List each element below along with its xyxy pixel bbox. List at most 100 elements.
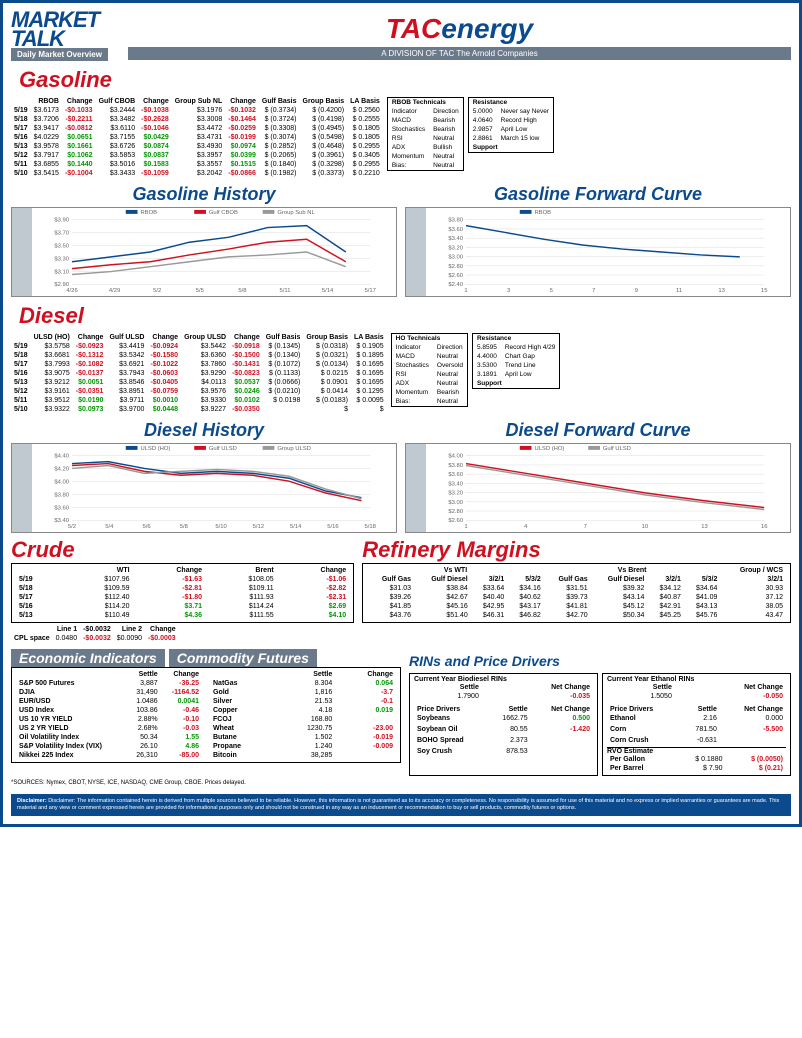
svg-text:$3.40: $3.40 bbox=[448, 482, 463, 488]
sources-note: *SOURCES: Nymex, CBOT, NYSE, ICE, NASDAQ… bbox=[11, 780, 791, 786]
gasoline-forward-chart: RBOB$2.40$2.60$2.80$3.00$3.20$3.40$3.60$… bbox=[405, 207, 791, 297]
svg-text:7: 7 bbox=[584, 524, 587, 530]
svg-text:$3.60: $3.60 bbox=[54, 506, 69, 512]
support-label: Support bbox=[472, 379, 559, 389]
table-row: 5/11$3.6855$0.1440$3.5016$0.1583$3.3557$… bbox=[11, 160, 383, 169]
svg-text:ULSD (HO): ULSD (HO) bbox=[140, 446, 170, 452]
svg-text:7: 7 bbox=[592, 288, 595, 294]
svg-text:13: 13 bbox=[701, 524, 708, 530]
logo-talk: TALK bbox=[11, 30, 108, 49]
svg-text:5/6: 5/6 bbox=[142, 524, 150, 530]
table-row: 5/18$3.6681-$0.1312$3.5342-$0.1580$3.636… bbox=[11, 351, 387, 360]
svg-text:$3.60: $3.60 bbox=[448, 473, 463, 479]
table-row: 5/17$3.9417-$0.0812$3.6110-$0.1046$3.447… bbox=[11, 124, 383, 133]
svg-text:$4.40: $4.40 bbox=[54, 454, 69, 460]
rbob-technicals: RBOB Technicals IndicatorDirectionMACDBe… bbox=[387, 97, 464, 171]
header: MARKET TALK Daily Market Overview TACene… bbox=[11, 11, 791, 61]
svg-text:13: 13 bbox=[718, 288, 725, 294]
commodity-futures-table: SettleChange NatGas8.3040.064Gold1,816-3… bbox=[210, 670, 396, 760]
gasoline-table: RBOBChangeGulf CBOBChangeGroup Sub NLCha… bbox=[11, 97, 383, 178]
svg-text:10: 10 bbox=[642, 524, 649, 530]
refinery-box: Vs WTIVs BrentGroup / WCS Gulf GasGulf D… bbox=[362, 563, 791, 623]
ho-technicals: HO Technicals IndicatorDirectionMACDNeut… bbox=[391, 333, 468, 407]
svg-text:$3.00: $3.00 bbox=[448, 255, 463, 261]
svg-text:RBOB: RBOB bbox=[140, 210, 157, 216]
svg-text:$3.50: $3.50 bbox=[54, 244, 69, 250]
svg-text:$3.70: $3.70 bbox=[54, 231, 69, 237]
tac-t: TAC bbox=[386, 13, 441, 44]
disclaimer: Disclaimer: Disclaimer: The information … bbox=[11, 794, 791, 815]
table-row: 5/12$3.9161-$0.0351$3.8951-$0.0759$3.957… bbox=[11, 387, 387, 396]
table-row: 5/18$3.7206-$0.2211$3.3482-$0.2628$3.300… bbox=[11, 115, 383, 124]
svg-text:$3.60: $3.60 bbox=[448, 227, 463, 233]
svg-text:5/4: 5/4 bbox=[105, 524, 114, 530]
svg-text:$2.60: $2.60 bbox=[448, 519, 463, 525]
econ-box: SettleChange S&P 500 Futures3,887-36.25D… bbox=[11, 667, 401, 763]
rins-title: RINs and Price Drivers bbox=[409, 653, 791, 669]
econ-indicators-table: SettleChange S&P 500 Futures3,887-36.25D… bbox=[16, 670, 202, 760]
svg-text:ULSD (HO): ULSD (HO) bbox=[534, 446, 564, 452]
svg-text:5/8: 5/8 bbox=[238, 288, 246, 294]
table-row: 5/16$3.9075-$0.0137$3.7943-$0.0603$3.929… bbox=[11, 369, 387, 378]
table-row: 5/10$3.9322$0.0973$3.9700$0.0448$3.9227-… bbox=[11, 405, 387, 414]
refinery-title: Refinery Margins bbox=[362, 537, 791, 563]
svg-text:$3.00: $3.00 bbox=[448, 500, 463, 506]
svg-text:$2.80: $2.80 bbox=[448, 509, 463, 515]
svg-text:5/5: 5/5 bbox=[196, 288, 205, 294]
econ-title: Economic Indicators bbox=[11, 649, 165, 667]
table-row: 5/12$3.7917$0.1062$3.5853$0.0837$3.3957$… bbox=[11, 151, 383, 160]
diesel-history-title: Diesel History bbox=[11, 420, 397, 441]
svg-text:$4.00: $4.00 bbox=[448, 454, 463, 460]
diesel-forward-chart: ULSD (HO) Gulf ULSD $2.60 $2.80 $3.00 $3.20 $3… bbox=[405, 443, 791, 533]
svg-text:RBOB: RBOB bbox=[534, 210, 551, 216]
svg-text:5/11: 5/11 bbox=[280, 288, 291, 294]
ethanol-rins-box: Current Year Ethanol RINs SettleNet Chan… bbox=[602, 673, 791, 776]
svg-text:$2.60: $2.60 bbox=[448, 273, 463, 279]
svg-text:5/2: 5/2 bbox=[153, 288, 161, 294]
svg-text:$4.00: $4.00 bbox=[54, 480, 69, 486]
gasoline-forward-title: Gasoline Forward Curve bbox=[405, 184, 791, 205]
table-row: 5/17$3.7993-$0.1082$3.6921-$0.1022$3.786… bbox=[11, 360, 387, 369]
svg-text:$3.80: $3.80 bbox=[54, 493, 69, 499]
svg-text:1: 1 bbox=[464, 524, 467, 530]
svg-text:9: 9 bbox=[635, 288, 638, 294]
svg-text:5/16: 5/16 bbox=[327, 524, 338, 530]
gasoline-history-chart: RBOBGulf CBOBGroup Sub NL$2.90$3.10$3.30… bbox=[11, 207, 397, 297]
diesel-title: Diesel bbox=[19, 303, 791, 329]
svg-text:5/8: 5/8 bbox=[180, 524, 188, 530]
table-row: 5/11$3.9512$0.0190$3.9711$0.0010$3.9330$… bbox=[11, 396, 387, 405]
svg-text:5/12: 5/12 bbox=[253, 524, 264, 530]
tac-energy: energy bbox=[441, 13, 533, 44]
svg-text:5/14: 5/14 bbox=[290, 524, 302, 530]
resistance-label: Resistance bbox=[468, 98, 553, 108]
svg-text:Group Sub NL: Group Sub NL bbox=[277, 210, 315, 216]
svg-text:5/2: 5/2 bbox=[68, 524, 76, 530]
svg-text:Gulf ULSD: Gulf ULSD bbox=[603, 446, 631, 452]
tech-title: RBOB Technicals bbox=[387, 98, 463, 108]
svg-text:5/10: 5/10 bbox=[215, 524, 227, 530]
svg-text:$3.80: $3.80 bbox=[448, 463, 463, 469]
svg-text:$3.80: $3.80 bbox=[448, 218, 463, 224]
svg-text:$3.20: $3.20 bbox=[448, 491, 463, 497]
svg-text:$2.80: $2.80 bbox=[448, 264, 463, 270]
gasoline-history-title: Gasoline History bbox=[11, 184, 397, 205]
svg-text:Gulf ULSD: Gulf ULSD bbox=[209, 446, 237, 452]
svg-text:$3.40: $3.40 bbox=[448, 237, 463, 243]
diesel-forward-title: Diesel Forward Curve bbox=[405, 420, 791, 441]
svg-text:11: 11 bbox=[676, 288, 682, 294]
commodity-title: Commodity Futures bbox=[169, 649, 317, 667]
svg-text:1: 1 bbox=[464, 288, 467, 294]
diesel-table: ULSD (HO)ChangeGulf ULSDChangeGroup ULSD… bbox=[11, 333, 387, 414]
svg-text:$3.90: $3.90 bbox=[54, 218, 69, 224]
svg-text:Gulf CBOB: Gulf CBOB bbox=[209, 210, 238, 216]
tech-title: HO Technicals bbox=[391, 334, 467, 344]
svg-text:Group ULSD: Group ULSD bbox=[277, 446, 311, 452]
svg-text:3: 3 bbox=[507, 288, 510, 294]
table-row: 5/16$4.0229$0.0651$3.7155$0.0429$3.4731-… bbox=[11, 133, 383, 142]
table-row: 5/10$3.5415-$0.1004$3.3433-$0.1059$3.204… bbox=[11, 169, 383, 178]
resistance-label: Resistance bbox=[472, 334, 559, 344]
svg-text:5: 5 bbox=[550, 288, 554, 294]
table-row: 5/13$3.9212$0.0051$3.8546-$0.0405$4.0113… bbox=[11, 378, 387, 387]
daily-overview-label: Daily Market Overview bbox=[11, 48, 108, 61]
svg-text:5/18: 5/18 bbox=[365, 524, 376, 530]
